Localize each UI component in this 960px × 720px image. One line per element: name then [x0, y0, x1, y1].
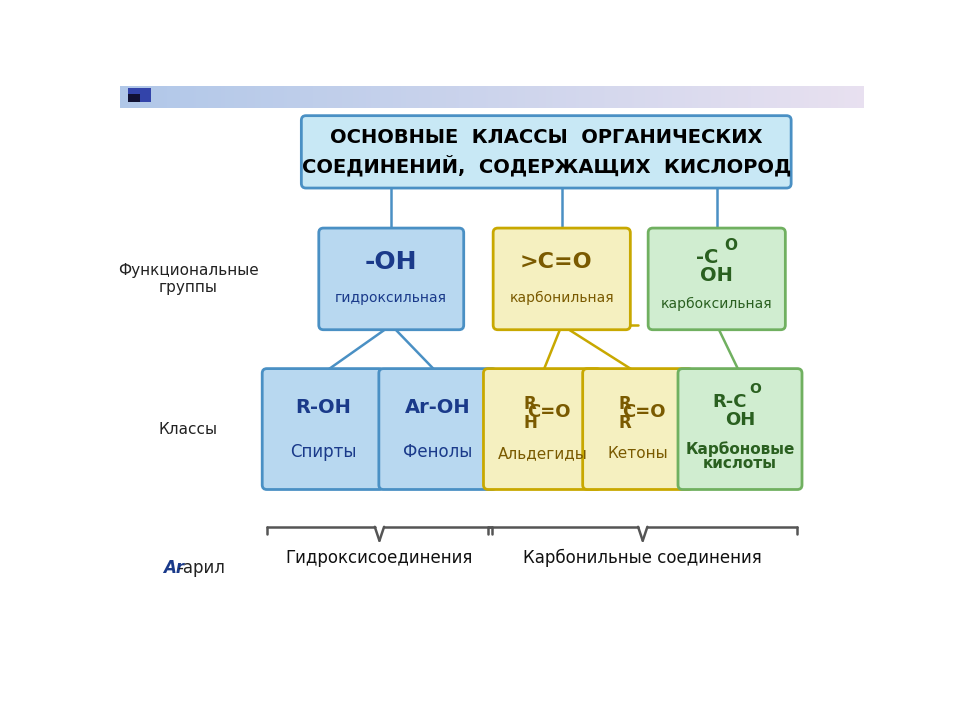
- Text: кислоты: кислоты: [703, 456, 777, 471]
- FancyBboxPatch shape: [678, 369, 802, 490]
- FancyBboxPatch shape: [484, 369, 601, 490]
- FancyBboxPatch shape: [379, 369, 496, 490]
- Text: Карбонильные соединения: Карбонильные соединения: [523, 549, 762, 567]
- Text: R: R: [523, 395, 537, 413]
- Text: H: H: [523, 414, 537, 432]
- Bar: [128, 94, 140, 102]
- FancyBboxPatch shape: [262, 369, 384, 490]
- Text: Функциональные
группы: Функциональные группы: [118, 263, 258, 295]
- FancyBboxPatch shape: [301, 116, 791, 188]
- Text: Альдегиды: Альдегиды: [497, 446, 588, 462]
- Text: СОЕДИНЕНИЙ,  СОДЕРЖАЩИХ  КИСЛОРОД: СОЕДИНЕНИЙ, СОДЕРЖАЩИХ КИСЛОРОД: [301, 155, 791, 176]
- Text: Фенолы: Фенолы: [403, 443, 472, 461]
- Text: гидроксильная: гидроксильная: [335, 291, 447, 305]
- Text: C=O: C=O: [622, 403, 665, 421]
- Text: O: O: [724, 238, 737, 253]
- FancyBboxPatch shape: [319, 228, 464, 330]
- Bar: [128, 88, 151, 102]
- Text: Карбоновые: Карбоновые: [685, 441, 795, 457]
- Text: R-OH: R-OH: [295, 398, 351, 417]
- Text: -OH: -OH: [365, 250, 418, 274]
- Text: Спирты: Спирты: [290, 443, 356, 461]
- Text: карбоксильная: карбоксильная: [660, 297, 773, 310]
- Text: R: R: [619, 395, 632, 413]
- Text: O: O: [750, 382, 761, 396]
- Text: OH: OH: [725, 411, 756, 429]
- Text: карбонильная: карбонильная: [510, 291, 614, 305]
- Text: >C=O: >C=O: [519, 252, 592, 272]
- Text: R-C: R-C: [712, 393, 747, 411]
- Text: -арил: -арил: [178, 559, 226, 577]
- Text: C=O: C=O: [527, 403, 570, 421]
- FancyBboxPatch shape: [493, 228, 631, 330]
- Text: Кетоны: Кетоны: [608, 446, 668, 462]
- Text: R: R: [619, 414, 632, 432]
- Text: Ar: Ar: [162, 559, 183, 577]
- Text: Гидроксисоединения: Гидроксисоединения: [286, 549, 473, 567]
- FancyBboxPatch shape: [583, 369, 693, 490]
- FancyBboxPatch shape: [648, 228, 785, 330]
- Text: -C: -C: [696, 248, 719, 267]
- Text: Ar-OH: Ar-OH: [405, 398, 470, 417]
- Text: Классы: Классы: [158, 421, 218, 436]
- Text: ОСНОВНЫЕ  КЛАССЫ  ОРГАНИЧЕСКИХ: ОСНОВНЫЕ КЛАССЫ ОРГАНИЧЕСКИХ: [330, 128, 762, 148]
- Text: OH: OH: [700, 266, 733, 284]
